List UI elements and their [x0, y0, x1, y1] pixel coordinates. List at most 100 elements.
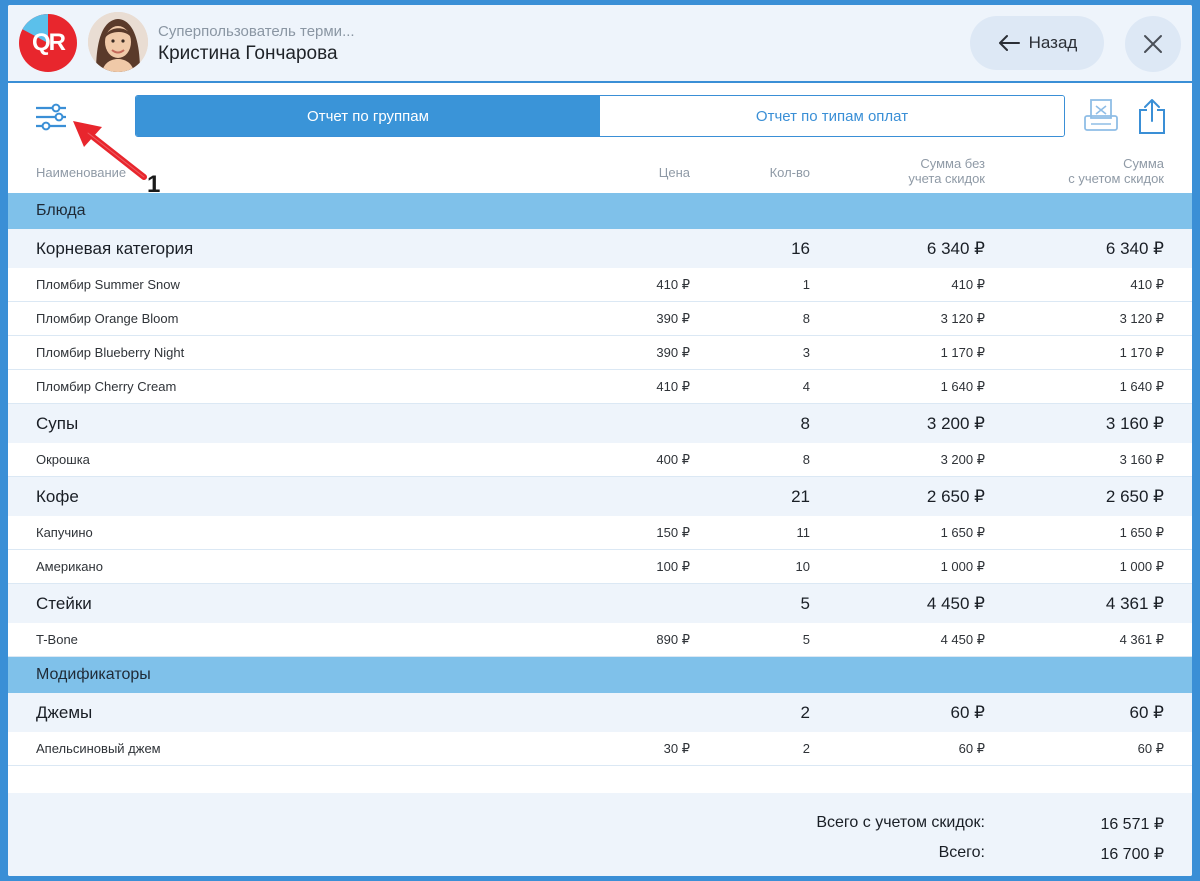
annotation-arrow-icon: [73, 121, 147, 180]
total-label: Всего:: [938, 844, 985, 861]
column-header-sum-no-discount: Сумма без учета скидок: [908, 156, 985, 186]
table-row: Американо 100 ₽ 10 1 000 ₽ 1 000 ₽: [8, 550, 1192, 584]
print-button[interactable]: [1083, 98, 1119, 134]
column-header-qty: Кол-во: [769, 165, 810, 180]
row-sum-with-discount: 4 361 ₽: [1105, 593, 1164, 613]
row-sum-with-discount: 3 160 ₽: [1119, 451, 1164, 467]
total-with-discount-value: 16 571 ₽: [1100, 816, 1164, 833]
column-header-sum-no-discount-line1: Сумма без: [920, 156, 985, 171]
totals-footer: Всего с учетом скидок: 16 571 ₽ Всего: 1…: [8, 793, 1192, 876]
row-sum-no-discount: 1 170 ₽: [940, 344, 985, 360]
row-name: Корневая категория: [36, 238, 194, 258]
filter-settings-button[interactable]: [34, 103, 68, 133]
close-icon: [1144, 35, 1162, 53]
row-name: Пломбир Blueberry Night: [36, 345, 185, 360]
row-price: 410 ₽: [656, 276, 690, 292]
row-price: 390 ₽: [656, 344, 690, 360]
row-name: Стейки: [36, 593, 92, 613]
back-button-label: Назад: [1028, 33, 1078, 52]
report-window: QR Суперпользователь терми... Кристина Г…: [8, 5, 1192, 876]
row-name: Пломбир Orange Bloom: [36, 311, 179, 326]
row-sum-with-discount: 1 640 ₽: [1119, 378, 1164, 394]
row-sum-with-discount: 3 160 ₽: [1105, 413, 1164, 433]
table-row: Пломбир Blueberry Night 390 ₽ 3 1 170 ₽ 1 17…: [8, 336, 1192, 370]
close-button[interactable]: [1125, 16, 1181, 72]
table-row: Капучино 150 ₽ 11 1 650 ₽ 1 650 ₽: [8, 516, 1192, 550]
row-qty: 2: [802, 741, 810, 756]
user-role: Суперпользователь терми...: [158, 23, 355, 40]
table-row: Апельсиновый джем 30 ₽ 2 60 ₽ 60 ₽: [8, 732, 1192, 766]
row-name: Пломбир Summer Snow: [36, 277, 180, 292]
row-qty: 8: [800, 413, 810, 433]
total-value: 16 700 ₽: [1100, 846, 1164, 863]
row-sum-with-discount: 1 170 ₽: [1119, 344, 1164, 360]
printer-icon: [1084, 99, 1118, 131]
logo-cap-icon: [22, 14, 48, 43]
row-price: 410 ₽: [656, 378, 690, 394]
report-table: Блюда Корневая категория 16 6 340 ₽ 6 340 ₽ П…: [8, 193, 1192, 766]
column-header-sum-with-discount: Сумма с учетом скидок: [1068, 156, 1164, 186]
row-qty: 4: [802, 379, 810, 394]
row-name: Американо: [36, 559, 103, 574]
row-sum-with-discount: 60 ₽: [1137, 740, 1164, 756]
user-photo-icon: [88, 12, 148, 72]
row-price: 100 ₽: [656, 558, 690, 574]
row-qty: 8: [802, 311, 810, 326]
row-price: 150 ₽: [656, 524, 690, 540]
tab-payment-types-report[interactable]: Отчет по типам оплат: [600, 96, 1064, 136]
row-sum-no-discount: 60 ₽: [950, 702, 985, 722]
table-row: Пломбир Orange Bloom 390 ₽ 8 3 120 ₽ 3 120 ₽: [8, 302, 1192, 336]
share-icon: [1139, 99, 1165, 134]
row-sum-no-discount: 3 120 ₽: [940, 310, 985, 326]
column-header-name: Наименование: [36, 165, 127, 180]
row-qty: 5: [800, 593, 810, 613]
row-sum-with-discount: 60 ₽: [1129, 702, 1164, 722]
app-header: QR Суперпользователь терми... Кристина Г…: [8, 5, 1192, 83]
row-sum-no-discount: 1 650 ₽: [940, 524, 985, 540]
qr-logo: QR: [19, 14, 77, 72]
back-button[interactable]: Назад: [970, 16, 1104, 70]
row-price: 400 ₽: [656, 451, 690, 467]
row-sum-no-discount: 4 450 ₽: [940, 631, 985, 647]
row-qty: 11: [796, 525, 811, 540]
row-sum-with-discount: 4 361 ₽: [1119, 631, 1164, 647]
row-sum-with-discount: 1 000 ₽: [1119, 558, 1164, 574]
share-button[interactable]: [1136, 97, 1168, 135]
row-sum-no-discount: 3 200 ₽: [926, 413, 985, 433]
column-header-sum-no-discount-line2: учета скидок: [908, 171, 985, 186]
table-row: Пломбир Summer Snow 410 ₽ 1 410 ₽ 410 ₽: [8, 268, 1192, 302]
row-name: Окрошка: [36, 452, 90, 467]
row-sum-no-discount: 60 ₽: [958, 740, 985, 756]
row-sum-no-discount: 2 650 ₽: [926, 486, 985, 506]
section-row: Блюда: [8, 193, 1192, 229]
row-qty: 21: [791, 486, 810, 506]
column-header-sum-with-discount-line2: с учетом скидок: [1068, 171, 1164, 186]
user-name: Кристина Гончарова: [158, 43, 338, 64]
section-row: Модификаторы: [8, 657, 1192, 693]
row-qty: 1: [802, 277, 810, 292]
column-header-price: Цена: [658, 165, 690, 180]
category-row: Джемы 2 60 ₽ 60 ₽: [8, 693, 1192, 732]
row-sum-no-discount: 410 ₽: [951, 276, 985, 292]
row-name: Апельсиновый джем: [36, 741, 161, 756]
tab-groups-report[interactable]: Отчет по группам: [136, 96, 600, 136]
category-row: Супы 8 3 200 ₽ 3 160 ₽: [8, 404, 1192, 443]
row-price: 890 ₽: [656, 631, 690, 647]
row-sum-with-discount: 3 120 ₽: [1119, 310, 1164, 326]
row-qty: 3: [802, 345, 810, 360]
row-qty: 8: [802, 452, 810, 467]
row-sum-with-discount: 1 650 ₽: [1119, 524, 1164, 540]
table-row: Окрошка 400 ₽ 8 3 200 ₽ 3 160 ₽: [8, 443, 1192, 477]
row-sum-no-discount: 1 640 ₽: [940, 378, 985, 394]
row-name: Блюда: [36, 202, 86, 219]
row-name: Джемы: [36, 702, 93, 722]
row-sum-with-discount: 410 ₽: [1130, 276, 1164, 292]
row-sum-no-discount: 1 000 ₽: [940, 558, 985, 574]
user-avatar: [88, 12, 148, 72]
row-price: 390 ₽: [656, 310, 690, 326]
row-name: T-Bone: [36, 632, 78, 647]
row-name: Модификаторы: [36, 666, 151, 683]
row-qty: 5: [802, 632, 810, 647]
sliders-icon: [36, 103, 66, 131]
annotation-number: 1: [147, 171, 161, 198]
